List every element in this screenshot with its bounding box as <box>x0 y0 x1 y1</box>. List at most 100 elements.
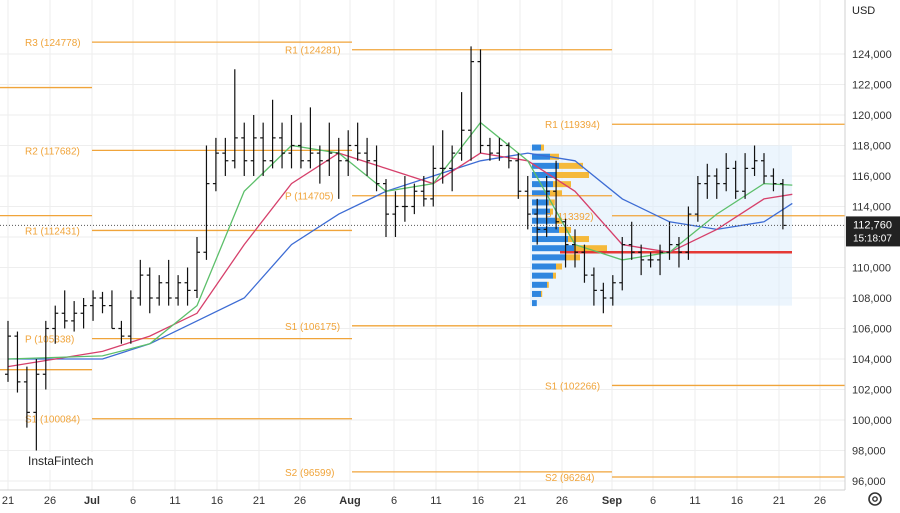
volume-profile-sell-bar <box>556 172 589 178</box>
brand-text: InstaFintech <box>28 454 94 468</box>
ohlc-bar <box>430 145 437 207</box>
ohlc-bar <box>562 218 569 268</box>
volume-profile-sell-bar <box>553 181 571 188</box>
price-tick-label: 116,000 <box>852 171 891 183</box>
time-tick-label: 21 <box>773 495 785 507</box>
pivot-label: S2 (96264) <box>545 473 594 484</box>
price-tick-label: 104,000 <box>852 354 892 366</box>
ohlc-bar <box>52 305 59 344</box>
ohlc-bar <box>666 221 673 260</box>
pivot-label: P (114705) <box>285 192 334 203</box>
ohlc-bars <box>5 46 786 451</box>
ohlc-bar <box>14 331 21 393</box>
time-tick-label: 16 <box>731 495 743 507</box>
ohlc-bar <box>638 244 645 276</box>
volume-profile-buy-bar <box>532 181 553 188</box>
currency-selector[interactable]: USD <box>852 2 894 20</box>
pivot-label: S1 (102266) <box>545 381 600 392</box>
ohlc-bar <box>468 46 475 161</box>
time-tick-label: 26 <box>44 495 56 507</box>
price-tick-label: 122,000 <box>852 80 892 92</box>
ohlc-bar <box>184 267 191 306</box>
price-tick-label: 110,000 <box>852 263 891 275</box>
ohlc-bar <box>42 320 49 390</box>
ohlc-bar <box>364 137 371 176</box>
time-tick-label: 16 <box>472 495 484 507</box>
time-tick-label: Aug <box>339 495 360 507</box>
grid-lines <box>0 0 845 490</box>
ohlc-bar <box>449 145 456 192</box>
volume-profile-sell-bar <box>550 153 559 160</box>
ohlc-bar <box>647 252 654 268</box>
volume-profile <box>532 144 607 307</box>
ohlc-bar <box>761 153 767 184</box>
ohlc-bar <box>477 49 484 154</box>
volume-profile-buy-bar <box>532 300 537 307</box>
brand-watermark: InstaFintech <box>22 452 100 470</box>
time-tick-label: 6 <box>391 495 397 507</box>
time-tick-label: 26 <box>556 495 568 507</box>
ohlc-bar <box>222 137 229 176</box>
volume-profile-sell-bar <box>559 162 583 169</box>
ohlc-bar <box>146 267 153 314</box>
currency-label: USD <box>852 5 876 17</box>
ohlc-bar <box>5 320 11 382</box>
price-tick-label: 120,000 <box>852 110 892 122</box>
pivot-label: R1 (112431) <box>25 226 80 237</box>
ohlc-bar <box>137 259 144 306</box>
volume-profile-buy-bar <box>532 263 556 270</box>
ohlc-bar <box>231 69 238 169</box>
price-tick-label: 102,000 <box>852 385 892 397</box>
ohlc-bar <box>543 176 550 237</box>
ohlc-bar <box>316 145 323 184</box>
pivot-label: S1 (106175) <box>285 322 340 333</box>
ohlc-bar <box>383 179 389 237</box>
volume-profile-buy-bar <box>532 162 559 169</box>
ohlc-bar <box>335 137 342 199</box>
ohlc-bar <box>486 137 493 161</box>
time-tick-label: 21 <box>253 495 265 507</box>
ohlc-bar <box>99 291 106 314</box>
volume-profile-buy-bar <box>532 236 568 243</box>
volume-profile-buy-bar <box>532 272 553 279</box>
ohlc-bar <box>33 359 40 451</box>
ohlc-bar <box>212 137 219 192</box>
ohlc-bar <box>742 153 749 199</box>
volume-profile-sell-bar <box>541 290 543 297</box>
time-tick-label: 26 <box>294 495 306 507</box>
ohlc-bar <box>458 92 465 161</box>
time-tick-label: 6 <box>130 495 136 507</box>
volume-profile-sell-bar <box>568 236 589 243</box>
ohlc-bar <box>326 122 333 176</box>
volume-profile-buy-bar <box>532 172 556 178</box>
pivot-label: S2 (96599) <box>285 468 334 479</box>
time-tick-label: 21 <box>514 495 526 507</box>
ohlc-bar <box>165 259 172 306</box>
ohlc-bar <box>203 145 210 260</box>
volume-profile-buy-bar <box>532 290 541 297</box>
ohlc-bar <box>675 237 682 268</box>
volume-profile-sell-bar <box>541 144 544 151</box>
time-tick-label: 6 <box>650 495 656 507</box>
volume-profile-buy-bar <box>532 245 574 252</box>
ohlc-bar <box>71 301 78 332</box>
ohlc-bar <box>420 176 427 207</box>
ohlc-bar <box>572 229 578 268</box>
pivot-label: S1 (100084) <box>25 415 80 426</box>
ohlc-bar <box>590 267 597 306</box>
ohlc-bar <box>354 122 361 161</box>
ohlc-bar <box>297 122 304 169</box>
volume-profile-sell-bar <box>565 254 580 261</box>
time-tick-label: 11 <box>689 495 700 507</box>
settings-icon[interactable] <box>866 490 884 508</box>
ohlc-bar <box>534 198 541 245</box>
price-tick-label: 114,000 <box>852 202 891 214</box>
price-tick-label: 118,000 <box>852 141 891 153</box>
price-tick-label: 96,000 <box>852 476 886 488</box>
ohlc-bar <box>108 290 115 330</box>
ohlc-bar <box>279 122 286 169</box>
volume-profile-buy-bar <box>532 144 541 151</box>
ohlc-bar <box>657 244 664 276</box>
time-tick-label: Sep <box>602 495 622 507</box>
